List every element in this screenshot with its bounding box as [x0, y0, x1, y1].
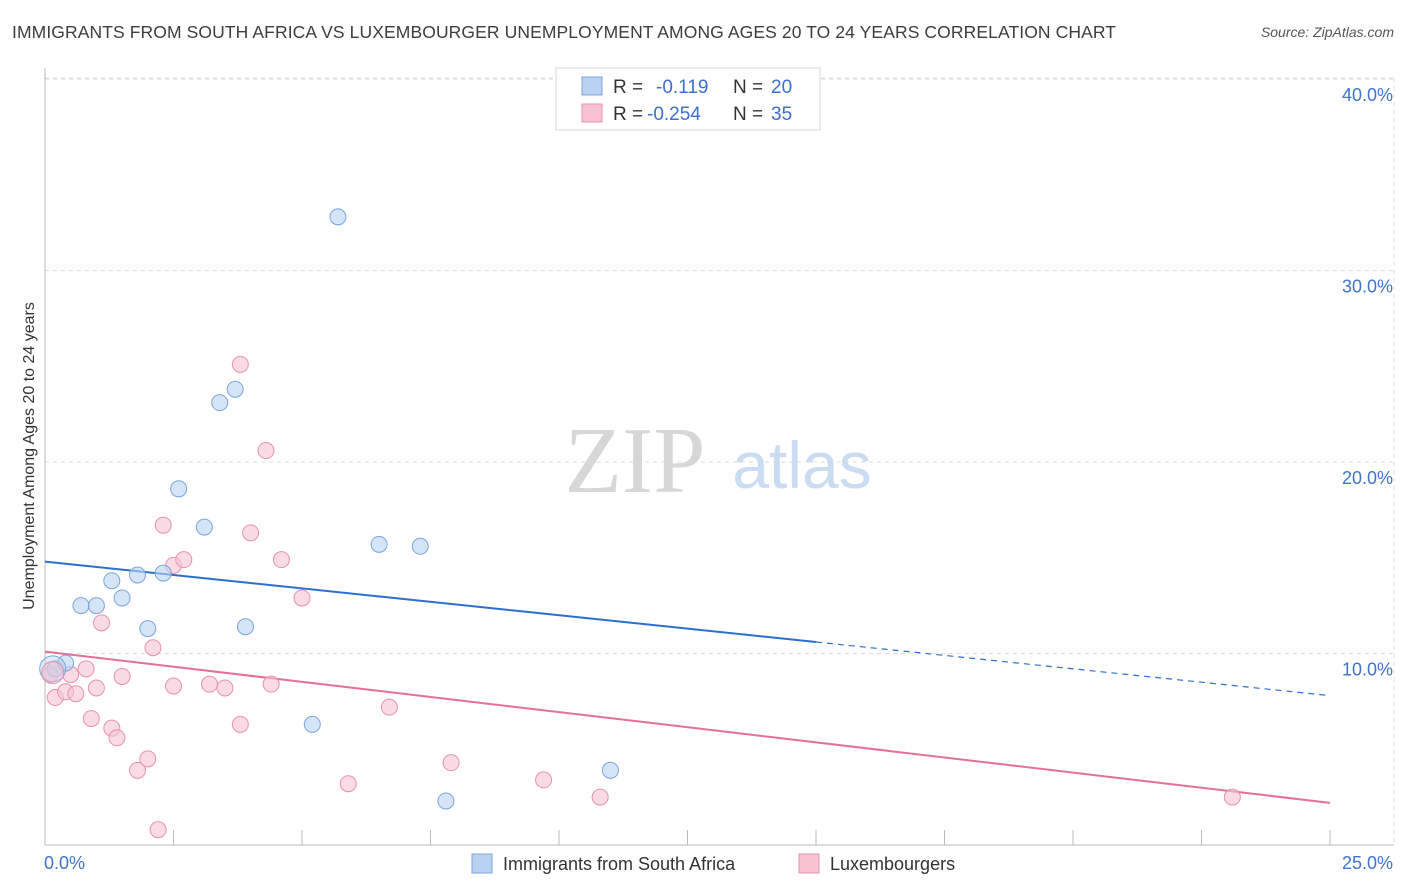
point-luxembourgers-23: [231, 355, 249, 373]
point-south-africa-4: [103, 572, 121, 590]
stats-n-value-2: 35: [771, 104, 792, 125]
point-luxembourgers-33: [591, 788, 609, 806]
stats-r-value-1: -0.119: [656, 77, 708, 98]
point-luxembourgers-16: [154, 516, 172, 534]
point-luxembourgers-21: [216, 679, 234, 697]
watermark: ZIP atlas: [565, 409, 872, 513]
point-south-africa-18: [437, 792, 455, 810]
point-luxembourgers-4: [67, 685, 85, 703]
y-tick-label-40: 40.0%: [1342, 85, 1393, 105]
point-cluster-south-africa: [39, 655, 67, 683]
point-luxembourgers-22: [231, 715, 249, 733]
stats-n-value-1: 20: [771, 77, 792, 98]
trend-line-luxembourgers: [44, 650, 1331, 804]
stats-r-label-1: R =: [613, 77, 643, 98]
point-luxembourgers-32: [535, 771, 553, 789]
point-luxembourgers-8: [93, 614, 111, 632]
point-south-africa-6: [129, 566, 147, 584]
point-south-africa-2: [72, 597, 90, 615]
point-luxembourgers-26: [262, 675, 280, 693]
x-tick-label-min: 0.0%: [44, 853, 85, 873]
stats-r-value-2: -0.254: [647, 104, 701, 125]
point-south-africa-17: [411, 537, 429, 555]
trend-line-south-africa: [44, 560, 817, 644]
gridlines: [45, 77, 1395, 845]
point-south-africa-9: [170, 480, 188, 498]
point-south-africa-10: [195, 518, 213, 536]
point-south-africa-8: [154, 564, 172, 582]
point-south-africa-16: [370, 535, 388, 553]
source-label: Source: ZipAtlas.com: [1260, 24, 1394, 40]
y-tick-labels: 10.0% 20.0% 30.0% 40.0%: [1342, 85, 1393, 680]
legend-swatch-luxembourgers: [798, 853, 820, 874]
point-luxembourgers-5: [77, 660, 95, 678]
y-tick-label-20: 20.0%: [1342, 468, 1393, 488]
point-luxembourgers-30: [380, 698, 398, 716]
point-luxembourgers-28: [293, 589, 311, 607]
legend-label-south-africa: Immigrants from South Africa: [503, 854, 736, 874]
point-luxembourgers-15: [149, 821, 167, 839]
axes: [44, 68, 1394, 846]
stats-swatch-pink: [581, 103, 603, 123]
point-luxembourgers-34: [1223, 788, 1241, 806]
stats-r-label-2: R =: [613, 104, 643, 125]
point-luxembourgers-11: [113, 667, 131, 685]
stats-n-label-2: N =: [733, 104, 763, 125]
stats-legend: R = -0.119 N = 20 R = -0.254 N = 35: [555, 67, 821, 131]
legend-swatch-south-africa: [471, 853, 493, 874]
point-cluster-luxembourgers: [41, 661, 65, 685]
point-luxembourgers-6: [82, 710, 100, 728]
point-luxembourgers-20: [200, 675, 218, 693]
point-south-africa-14: [303, 715, 321, 733]
y-tick-label-10: 10.0%: [1342, 660, 1393, 680]
point-luxembourgers-29: [339, 775, 357, 793]
y-tick-label-30: 30.0%: [1342, 277, 1393, 297]
point-south-africa-11: [211, 394, 229, 412]
stats-swatch-blue: [581, 76, 603, 96]
point-south-africa-13: [236, 618, 254, 636]
point-luxembourgers-12: [129, 761, 147, 779]
point-south-africa-12: [226, 380, 244, 398]
point-south-africa-3: [87, 597, 105, 615]
point-luxembourgers-7: [87, 679, 105, 697]
watermark-atlas: atlas: [732, 428, 871, 502]
point-south-africa-19: [601, 761, 619, 779]
point-south-africa-7: [139, 620, 157, 638]
x-tick-label-max: 25.0%: [1342, 853, 1393, 873]
point-luxembourgers-25: [257, 442, 275, 460]
stats-n-label-1: N =: [733, 77, 763, 98]
point-south-africa-15: [329, 208, 347, 226]
legend-label-luxembourgers: Luxembourgers: [830, 854, 955, 874]
point-luxembourgers-27: [272, 551, 290, 569]
point-south-africa-5: [113, 589, 131, 607]
point-luxembourgers-19: [175, 551, 193, 569]
point-luxembourgers-13: [139, 750, 157, 768]
data-points: [39, 208, 1241, 839]
point-luxembourgers-24: [242, 524, 260, 542]
watermark-zip: ZIP: [565, 409, 706, 513]
chart-title: IMMIGRANTS FROM SOUTH AFRICA VS LUXEMBOU…: [12, 22, 1117, 42]
trend-line-south-africa-extension: [815, 641, 1331, 697]
trend-lines: [44, 560, 1331, 804]
point-luxembourgers-31: [442, 754, 460, 772]
x-tick-labels: 0.0% 25.0%: [44, 853, 1393, 873]
point-luxembourgers-18: [165, 677, 182, 695]
point-luxembourgers-10: [108, 729, 126, 747]
series-legend: Immigrants from South Africa Luxembourge…: [471, 853, 955, 874]
point-luxembourgers-14: [144, 639, 162, 657]
